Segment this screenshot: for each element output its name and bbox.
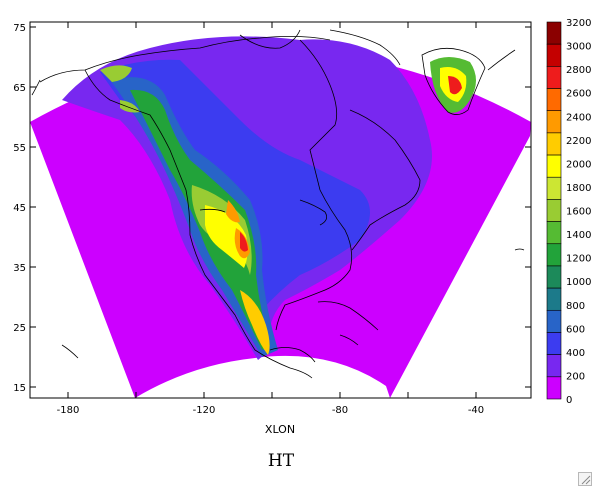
terrain-band-mexico xyxy=(240,290,270,355)
colorbar-swatch xyxy=(546,332,562,355)
colorbar-swatch xyxy=(546,154,562,178)
lat-tick-label: 25 xyxy=(13,323,26,334)
colorbar-swatch xyxy=(546,132,562,156)
colorbar-swatch xyxy=(546,176,562,200)
colorbar-swatch xyxy=(546,21,562,45)
colorbar-label: 3000 xyxy=(566,42,591,53)
colorbar: 3200300028002600240022002000180016001400… xyxy=(546,18,591,406)
colorbar-label: 1200 xyxy=(566,254,591,265)
colorbar-label: 1600 xyxy=(566,207,591,218)
resize-grip-icon[interactable] xyxy=(578,472,592,486)
lon-tick-labels: -180 -120 -80 -40 xyxy=(57,405,485,416)
colorbar-label: 2800 xyxy=(566,65,591,76)
lat-tick-label: 55 xyxy=(13,143,26,154)
colorbar-swatch xyxy=(546,110,562,134)
colorbar-label: 200 xyxy=(566,371,585,382)
colorbar-swatch xyxy=(546,354,562,378)
plot-frame xyxy=(29,21,532,399)
lat-axis xyxy=(30,26,531,388)
field-title: HT xyxy=(268,451,295,471)
colorbar-label: 2600 xyxy=(566,89,591,100)
lon-tick-label: -120 xyxy=(193,405,216,416)
lat-tick-label: 75 xyxy=(13,23,26,34)
terrain-band-2800 xyxy=(240,232,248,252)
colorbar-swatch xyxy=(546,88,562,112)
colorbar-label: 1800 xyxy=(566,183,591,194)
lon-axis xyxy=(67,22,477,398)
colorbar-label: 800 xyxy=(566,301,585,312)
colorbar-swatch xyxy=(546,309,562,333)
colorbar-label: 2200 xyxy=(566,136,591,147)
lat-tick-label: 15 xyxy=(13,383,26,394)
lat-tick-label: 65 xyxy=(13,83,26,94)
colorbar-swatch xyxy=(546,199,562,222)
colorbar-label: 600 xyxy=(566,324,585,335)
colorbar-label: 2000 xyxy=(566,159,591,170)
lon-tick-label: -80 xyxy=(332,405,348,416)
lon-tick-label: -40 xyxy=(468,405,484,416)
colorbar-label: 3200 xyxy=(566,18,591,29)
colorbar-swatch xyxy=(546,43,562,67)
colorbar-swatch xyxy=(546,376,562,400)
lon-tick-label: -180 xyxy=(57,405,80,416)
x-axis-title: XLON xyxy=(265,423,295,436)
lat-tick-label: 35 xyxy=(13,263,26,274)
coastlines xyxy=(31,29,525,379)
colorbar-swatch xyxy=(546,265,562,289)
colorbar-label: 1400 xyxy=(566,230,591,241)
colorbar-swatch xyxy=(546,221,562,245)
colorbar-swatch xyxy=(546,287,562,311)
terrain-greenland-peak xyxy=(448,76,462,95)
lat-tick-label: 45 xyxy=(13,203,26,214)
colorbar-label: 400 xyxy=(566,348,585,359)
colorbar-swatch xyxy=(546,243,562,267)
colorbar-swatch xyxy=(546,66,562,89)
colorbar-label: 2400 xyxy=(566,112,591,123)
colorbar-label: 1000 xyxy=(566,277,591,288)
terrain-band-2000 xyxy=(205,205,248,268)
terrain-band-alaska xyxy=(100,65,140,113)
lat-tick-labels: 75 65 55 45 35 25 15 xyxy=(13,23,26,394)
colorbar-label: 0 xyxy=(566,395,572,406)
